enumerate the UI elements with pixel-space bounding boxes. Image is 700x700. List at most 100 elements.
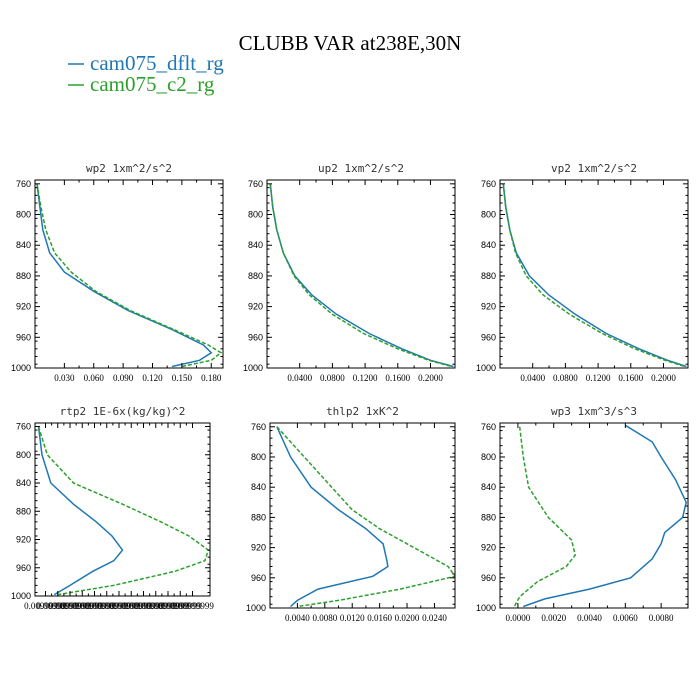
ytick-label-0-5: 800 (16, 210, 31, 220)
series-line-0-0 (36, 183, 213, 368)
series-line-5-0 (523, 424, 687, 608)
series-line-2-1 (502, 183, 685, 368)
xtick-label-1-1: 0.0800 (320, 373, 345, 383)
ytick-label-3-1: 960 (16, 563, 31, 573)
ytick-label-0-1: 960 (16, 332, 31, 342)
ytick-label-2-1: 960 (481, 332, 496, 342)
panel-0: wp2 1xm^2/s^2 1000 960 920 880 840 800 760 0.030… (11, 162, 224, 383)
ytick-label-4-3: 880 (251, 512, 266, 522)
ytick-label-2-6: 760 (481, 179, 496, 189)
panel-title-3: rtp2 1E-6x(kg/kg)^2 (60, 405, 186, 418)
series-line-1-1 (269, 183, 452, 368)
xtick-label-3-3: 0.00999999 (61, 601, 104, 611)
ytick-label-1-3: 880 (248, 271, 263, 281)
xtick-label-3-1: 0.00999999 (36, 601, 79, 611)
ytick-label-5-4: 840 (481, 482, 496, 492)
panel-title-4: thlp2 1xK^2 (326, 405, 399, 418)
panel-frame-3 (34, 422, 211, 597)
ytick-label-0-2: 920 (16, 302, 31, 312)
panel-title-0: wp2 1xm^2/s^2 (86, 162, 172, 175)
series-line-0-1 (36, 183, 223, 368)
xtick-label-3-2: 0.00999999 (49, 601, 92, 611)
ytick-label-3-3: 880 (16, 506, 31, 516)
series-line-5-1 (513, 426, 577, 607)
ytick-label-5-6: 760 (481, 422, 496, 432)
xtick-label-5-2: 0.0040 (577, 613, 602, 623)
ytick-label-1-4: 840 (248, 240, 263, 250)
ytick-label-3-4: 840 (16, 478, 31, 488)
xtick-label-2-0: 0.0400 (520, 373, 545, 383)
ytick-label-0-4: 840 (16, 240, 31, 250)
panel-2: vp2 1xm^2/s^2 1000 960 920 880 840 800 760 0.040… (476, 162, 689, 383)
xtick-label-5-0: 0.0000 (506, 613, 531, 623)
series-line-1-0 (269, 183, 454, 368)
series-line-4-1 (276, 426, 455, 608)
series-line-3-1 (37, 426, 210, 596)
xtick-label-3-10: 0.00999999 (147, 601, 190, 611)
legend-entry-1: cam075_c2_rg (90, 72, 215, 96)
xtick-label-3-6: 0.00999999 (98, 601, 141, 611)
xtick-label-2-4: 0.2000 (651, 373, 676, 383)
xtick-label-4-2: 0.0120 (340, 613, 365, 623)
xtick-label-1-4: 0.2000 (418, 373, 443, 383)
xtick-label-2-1: 0.0800 (553, 373, 578, 383)
xtick-label-5-4: 0.0080 (649, 613, 674, 623)
ytick-label-4-4: 840 (251, 482, 266, 492)
ytick-label-1-6: 760 (248, 179, 263, 189)
series-line-2-0 (502, 183, 687, 368)
ytick-label-1-5: 800 (248, 210, 263, 220)
xtick-label-4-0: 0.0040 (285, 613, 310, 623)
figure-title: CLUBB VAR at238E,30N (239, 31, 462, 55)
panels: wp2 1xm^2/s^2 1000 960 920 880 840 800 760 0.030… (11, 162, 689, 623)
xtick-label-3-4: 0.00999999 (73, 601, 116, 611)
xtick-label-4-5: 0.0240 (422, 613, 447, 623)
xtick-label-3-11: 0.00999999 (159, 601, 202, 611)
xtick-label-0-5: 0.180 (201, 373, 222, 383)
xtick-label-1-0: 0.0400 (287, 373, 312, 383)
ytick-label-4-2: 920 (251, 543, 266, 553)
series-line-3-0 (37, 426, 124, 596)
legend-entry-0: cam075_dflt_rg (90, 51, 224, 75)
ytick-label-1-1: 960 (248, 332, 263, 342)
panel-1: up2 1xm^2/s^2 1000 960 920 880 840 800 760 0.040… (243, 162, 456, 383)
ytick-label-3-5: 800 (16, 450, 31, 460)
panel-5: wp3 1xm^3/s^3 1000 960 920 880 840 800 760 0.000… (476, 405, 689, 623)
panel-frame-1 (266, 179, 456, 369)
panel-frame-2 (499, 179, 689, 369)
panel-title-2: vp2 1xm^2/s^2 (551, 162, 637, 175)
xtick-label-4-3: 0.0160 (367, 613, 392, 623)
panel-title-5: wp3 1xm^3/s^3 (551, 405, 637, 418)
ytick-label-5-3: 880 (481, 512, 496, 522)
panel-frame-5 (499, 422, 689, 609)
ytick-label-2-0: 1000 (476, 363, 496, 373)
ytick-label-0-3: 880 (16, 271, 31, 281)
xtick-label-2-2: 0.1200 (586, 373, 611, 383)
xtick-label-3-5: 0.00999999 (85, 601, 128, 611)
xtick-label-3-8: 0.00999999 (122, 601, 165, 611)
ytick-label-0-0: 1000 (11, 363, 31, 373)
ytick-label-2-4: 840 (481, 240, 496, 250)
xtick-label-3-7: 0.00999999 (110, 601, 153, 611)
ytick-label-1-0: 1000 (243, 363, 263, 373)
ytick-label-1-2: 920 (248, 302, 263, 312)
xtick-label-0-2: 0.090 (113, 373, 134, 383)
xtick-label-1-2: 0.1200 (353, 373, 378, 383)
xtick-label-1-3: 0.1600 (385, 373, 410, 383)
xtick-label-4-4: 0.0200 (395, 613, 420, 623)
xtick-label-0-4: 0.150 (172, 373, 193, 383)
ytick-label-3-0: 1000 (11, 591, 31, 601)
panel-frame-4 (269, 422, 456, 609)
xtick-label-3-9: 0.00999999 (134, 601, 177, 611)
xtick-label-0-0: 0.030 (54, 373, 75, 383)
ytick-label-2-5: 800 (481, 210, 496, 220)
ytick-label-3-6: 760 (16, 422, 31, 432)
xtick-label-3-0: 0.00999999 (24, 601, 67, 611)
xtick-label-5-1: 0.0020 (541, 613, 566, 623)
ytick-label-5-2: 920 (481, 543, 496, 553)
panel-frame-0 (34, 179, 224, 369)
xtick-label-0-1: 0.060 (84, 373, 105, 383)
xtick-label-2-3: 0.1600 (618, 373, 643, 383)
